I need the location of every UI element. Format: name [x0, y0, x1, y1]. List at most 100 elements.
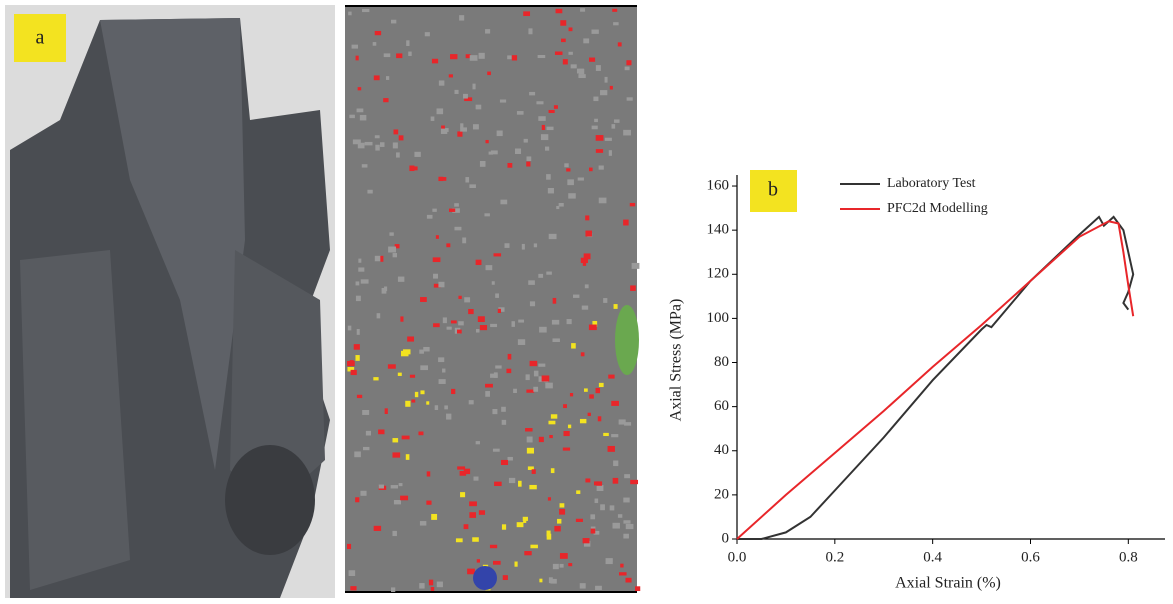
particle	[393, 499, 402, 505]
particle	[559, 553, 568, 559]
particle	[557, 518, 562, 524]
particle	[457, 466, 466, 470]
particle	[585, 215, 590, 221]
particle	[355, 355, 360, 361]
particle	[531, 469, 536, 474]
particle	[608, 150, 612, 156]
particle	[595, 65, 601, 71]
particle	[485, 391, 490, 397]
particle	[583, 38, 590, 44]
particle	[388, 246, 397, 253]
particle	[468, 400, 474, 405]
particle	[524, 551, 532, 556]
particle	[570, 64, 577, 69]
particle	[508, 477, 516, 484]
particle	[500, 459, 509, 465]
particle	[625, 577, 632, 583]
particle	[495, 293, 499, 298]
particle	[523, 517, 527, 523]
particle	[516, 111, 524, 115]
panel-label: a	[36, 27, 45, 49]
particle	[567, 424, 572, 429]
particle	[538, 363, 546, 367]
particle	[460, 492, 466, 498]
particle	[563, 404, 567, 409]
particle	[550, 468, 555, 474]
particle	[618, 572, 627, 576]
particle	[597, 416, 602, 422]
particle	[533, 370, 539, 377]
particle	[364, 141, 373, 146]
particle	[431, 513, 438, 520]
particle	[374, 255, 382, 262]
particle	[348, 11, 352, 16]
particle	[476, 559, 480, 563]
particle	[507, 55, 512, 60]
particle	[462, 237, 467, 244]
particle	[375, 144, 380, 151]
particle	[406, 40, 410, 47]
particle	[611, 124, 616, 129]
particle	[360, 490, 367, 496]
particle	[478, 52, 485, 59]
particle	[390, 19, 397, 24]
particle	[359, 114, 367, 121]
particle	[546, 533, 552, 540]
particle	[350, 369, 357, 376]
particle	[578, 68, 585, 75]
y-axis-label: Axial Stress (MPa)	[668, 299, 685, 422]
particle	[529, 91, 536, 96]
particle	[454, 226, 462, 231]
particle	[446, 413, 452, 420]
particle	[604, 76, 608, 83]
particle	[488, 151, 493, 155]
particle	[552, 338, 560, 342]
particle	[441, 125, 445, 131]
particle	[546, 530, 551, 537]
particle	[566, 168, 571, 172]
particle	[495, 365, 502, 369]
particle	[489, 544, 498, 549]
particle	[411, 399, 416, 403]
particle	[617, 514, 623, 518]
particle	[485, 383, 493, 388]
particle	[568, 51, 573, 55]
particle	[391, 587, 396, 593]
particle	[593, 96, 599, 102]
particle	[350, 586, 357, 591]
particle	[358, 267, 365, 272]
particle	[485, 139, 489, 144]
particle	[609, 505, 615, 511]
particle	[590, 514, 596, 520]
particle	[357, 87, 362, 91]
particle	[383, 53, 391, 58]
particle	[386, 76, 390, 80]
particle	[562, 59, 568, 65]
particle	[473, 476, 479, 481]
particle	[530, 544, 538, 549]
particle	[552, 563, 559, 570]
particle	[595, 149, 604, 153]
particle	[569, 392, 574, 397]
particle	[374, 30, 382, 36]
particle	[563, 430, 570, 437]
particle	[444, 405, 448, 410]
particle	[525, 374, 530, 381]
particle	[492, 408, 498, 415]
particle	[556, 205, 560, 210]
particle	[420, 390, 425, 395]
particle	[356, 329, 360, 335]
particle	[548, 109, 555, 113]
particle	[545, 146, 550, 151]
particle	[450, 320, 457, 324]
particle	[487, 71, 491, 76]
particle	[426, 401, 430, 405]
particle	[617, 42, 622, 47]
particle	[526, 447, 534, 454]
y-tick-label: 0	[722, 530, 730, 546]
particle	[498, 307, 505, 312]
particle	[624, 66, 630, 71]
particle	[558, 202, 564, 207]
particle	[612, 8, 618, 12]
particle	[581, 305, 589, 310]
